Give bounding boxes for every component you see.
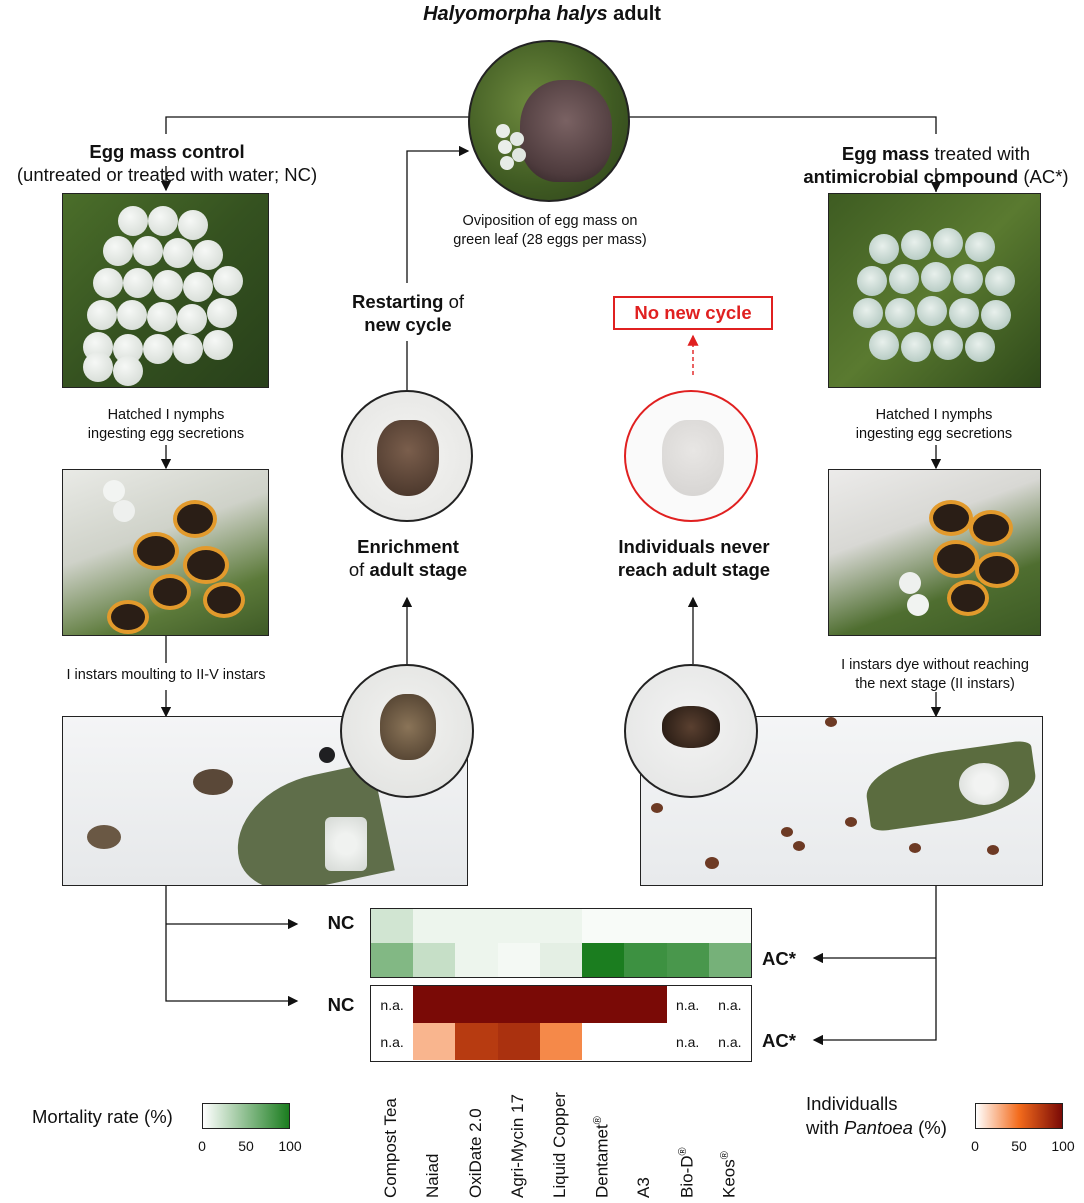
never-adult-label: Individuals never reach adult stage [617, 536, 771, 580]
stink-bug-icon [520, 80, 612, 182]
treated-step2-caption: I instars dye without reaching the next s… [841, 657, 1029, 692]
pantoea-ac-cell [413, 1023, 456, 1060]
pantoea-nc-cell [497, 986, 540, 1023]
adult-bug-photo [468, 40, 630, 202]
pantoea-nc-cell [582, 986, 625, 1023]
treated-egg-mass-photo [828, 193, 1041, 388]
dead-nymph-icon [662, 706, 720, 748]
mortality-tick-50: 50 [238, 1138, 254, 1154]
pantoea-tick-100: 100 [1051, 1138, 1075, 1154]
pantoea-row-nc: n.a. n.a. n.a. [371, 986, 751, 1023]
pantoea-ac-cell: n.a. [708, 1023, 751, 1060]
mortality-heatmap [370, 908, 752, 978]
pantoea-row-ac: n.a. n.a. n.a. [371, 1023, 751, 1060]
pantoea-heatmap: n.a. n.a. n.a. n.a. n.a. n.a. [370, 985, 752, 1062]
mortality-ac-cell [582, 943, 625, 977]
pantoea-ac-cell [455, 1023, 498, 1060]
mortality-row-ac [371, 943, 751, 977]
mortality-nc-cell [539, 909, 583, 943]
adult-not-reached-circle [624, 390, 758, 522]
pantoea-nc-cell: n.a. [708, 986, 751, 1023]
restarting-label: Restarting of new cycle [351, 291, 465, 335]
column-label: A3 [634, 1177, 654, 1198]
column-label: Liquid Copper [550, 1092, 569, 1198]
adult-bug-icon [377, 420, 439, 496]
treated-heading: Egg mass treated with antimicrobial comp… [803, 143, 1069, 187]
mortality-colorbar [202, 1103, 290, 1129]
pantoea-nc-cell: n.a. [371, 986, 414, 1023]
diagram-title: Halyomorpha halys adult [423, 3, 661, 25]
pantoea-tick-50: 50 [1011, 1138, 1027, 1154]
mortality-ac-cell [371, 943, 414, 977]
column-label: Bio-D® [676, 1147, 697, 1198]
treated-step1-caption: Hatched I nymphs ingesting egg secretions [855, 407, 1013, 442]
mortality-nc-cell [497, 909, 540, 943]
mortality-ac-cell [413, 943, 456, 977]
column-label: OxiDate 2.0 [465, 1108, 485, 1198]
pantoea-ac-cell: n.a. [371, 1023, 414, 1060]
faded-adult-bug-icon [662, 420, 724, 496]
oviposition-caption: Oviposition of egg mass on green leaf (2… [453, 213, 647, 248]
mortality-nc-cell [413, 909, 456, 943]
pantoea-ac-label: AC* [762, 1030, 796, 1051]
mortality-ac-label: AC* [762, 948, 796, 969]
pantoea-nc-label: NC [327, 994, 355, 1015]
mortality-tick-100: 100 [278, 1138, 302, 1154]
mortality-nc-cell [371, 909, 414, 943]
treated-nymphs-photo [828, 469, 1041, 636]
nymph-icon [380, 694, 436, 760]
pantoea-ac-cell [624, 1023, 667, 1060]
mortality-tick-0: 0 [198, 1138, 206, 1154]
pantoea-nc-cell [624, 986, 667, 1023]
control-egg-mass-photo [62, 193, 269, 388]
mortality-nc-cell [708, 909, 751, 943]
column-label: Agri-Mycin 17 [507, 1094, 527, 1198]
column-label: Naiad [423, 1153, 443, 1198]
mortality-legend-label: Mortality rate (%) [32, 1106, 173, 1127]
mortality-nc-cell [666, 909, 709, 943]
nymph-arrested-circle [624, 664, 758, 798]
no-new-cycle-box: No new cycle [613, 296, 773, 330]
nymph-moulting-circle [340, 664, 474, 798]
control-step2-caption: I instars moulting to II-V instars [66, 667, 266, 683]
treated-arrested-stage-photo [640, 716, 1043, 886]
pantoea-nc-cell [455, 986, 498, 1023]
pantoea-ac-cell: n.a. [666, 1023, 709, 1060]
mortality-ac-cell [666, 943, 709, 977]
control-heading: Egg mass control (untreated or treated w… [16, 141, 318, 185]
mortality-nc-cell [582, 909, 625, 943]
control-step1-caption: Hatched I nymphs ingesting egg secretions [87, 407, 245, 442]
mortality-nc-label: NC [327, 912, 355, 933]
pantoea-legend-label: Individualls with Pantoea (%) [806, 1093, 947, 1138]
mortality-ac-cell [624, 943, 667, 977]
adult-reached-circle [341, 390, 473, 522]
column-label: Keos® [718, 1151, 739, 1198]
column-label: Compost Tea [381, 1098, 401, 1198]
mortality-nc-cell [455, 909, 498, 943]
pantoea-ac-cell [497, 1023, 540, 1060]
pantoea-nc-cell: n.a. [666, 986, 709, 1023]
mortality-ac-cell [539, 943, 583, 977]
pantoea-tick-0: 0 [971, 1138, 979, 1154]
pantoea-ac-cell [582, 1023, 625, 1060]
pantoea-nc-cell [413, 986, 456, 1023]
pantoea-nc-cell [539, 986, 583, 1023]
control-nymphs-photo [62, 469, 269, 636]
mortality-ac-cell [455, 943, 498, 977]
mortality-ac-cell [708, 943, 751, 977]
column-label: Dentamet® [592, 1116, 612, 1198]
enrichment-label: Enrichment of adult stage [348, 536, 468, 580]
mortality-row-nc [371, 909, 751, 943]
pantoea-ac-cell [539, 1023, 583, 1060]
mortality-ac-cell [497, 943, 540, 977]
mortality-nc-cell [624, 909, 667, 943]
pantoea-colorbar [975, 1103, 1063, 1129]
